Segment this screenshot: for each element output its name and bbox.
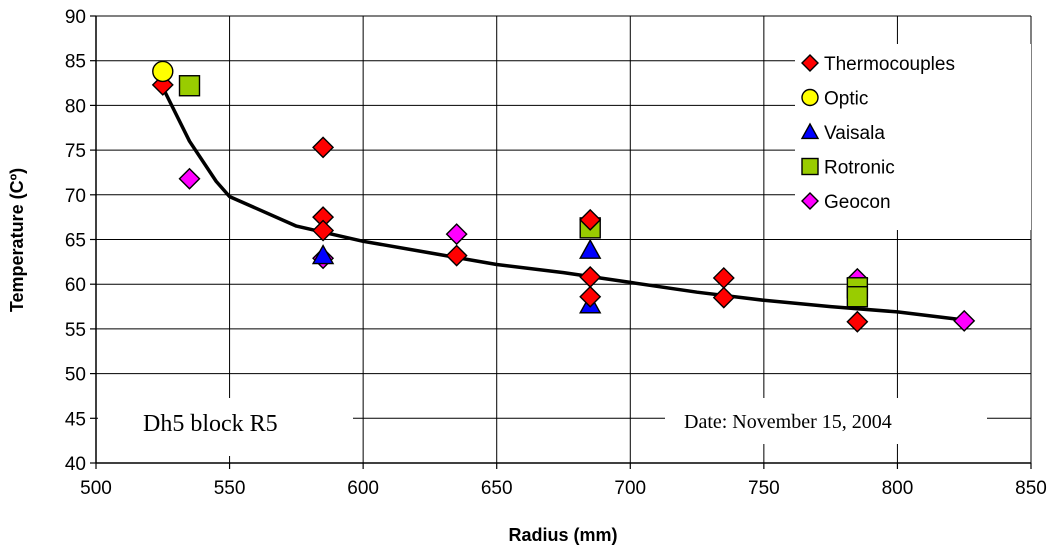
legend-marker-rotronic — [801, 157, 819, 176]
y-tick-label: 85 — [65, 52, 86, 73]
point-thermocouples-7 — [579, 285, 602, 308]
y-tick-label: 60 — [65, 275, 86, 296]
point-vaisala-0 — [311, 244, 335, 265]
legend-label-rotronic: Rotronic — [824, 158, 895, 179]
y-tick-label: 45 — [65, 409, 86, 430]
y-tick-label: 65 — [65, 231, 86, 252]
point-optic-0 — [152, 60, 174, 83]
legend-label-optic: Optic — [824, 89, 868, 110]
point-rotronic-0 — [178, 75, 201, 97]
x-axis-title: Radius (mm) — [508, 525, 617, 545]
point-geocon-2 — [445, 223, 468, 246]
point-thermocouples-1 — [312, 136, 335, 159]
legend-label-geocon: Geocon — [824, 192, 891, 213]
y-tick-label: 80 — [65, 96, 86, 117]
axes — [90, 15, 1032, 469]
y-tick-label: 50 — [65, 365, 86, 386]
legend: Thermocouples Optic Vaisala Rotronic Geocon — [800, 54, 955, 213]
point-rotronic-3 — [846, 286, 869, 308]
annotation-box-right — [665, 398, 987, 444]
x-tick-label: 650 — [481, 478, 513, 499]
point-thermocouples-5 — [579, 208, 602, 231]
point-geocon-4 — [953, 309, 976, 332]
legend-marker-vaisala — [800, 122, 820, 140]
y-tick-label: 55 — [65, 320, 86, 341]
x-tick-label: 600 — [347, 478, 379, 499]
point-thermocouples-10 — [846, 310, 869, 333]
x-tick-label: 800 — [882, 478, 914, 499]
y-tick-label: 40 — [65, 454, 86, 475]
legend-label-vaisala: Vaisala — [824, 123, 885, 144]
point-thermocouples-4 — [445, 244, 468, 267]
point-thermocouples-9 — [712, 286, 735, 309]
x-tick-label: 550 — [214, 478, 246, 499]
point-geocon-0 — [178, 167, 201, 190]
legend-marker-thermocouples — [801, 54, 819, 72]
x-tick-label: 700 — [614, 478, 646, 499]
annotation-date: Date: November 15, 2004 — [684, 411, 892, 433]
legend-marker-optic — [801, 88, 819, 107]
tick-labels: 40 45 50 55 60 65 70 75 80 85 90 500 550 600 650 700 750… — [65, 7, 1047, 499]
x-tick-label: 850 — [1015, 478, 1047, 499]
legend-label-thermocouples: Thermocouples — [824, 54, 955, 75]
annotation-box-left — [98, 398, 353, 456]
annotation-block-label: Dh5 block R5 — [143, 411, 278, 437]
trend-line-path — [161, 86, 965, 322]
legend-marker-geocon — [801, 192, 819, 210]
x-tick-label: 500 — [80, 478, 112, 499]
legend-box — [795, 44, 1031, 230]
y-tick-label: 90 — [65, 7, 86, 28]
y-tick-label: 75 — [65, 141, 86, 162]
y-tick-label: 70 — [65, 186, 86, 207]
point-thermocouples-3 — [312, 219, 335, 242]
point-vaisala-1 — [579, 238, 602, 259]
x-tick-label: 750 — [748, 478, 780, 499]
y-axis-title: Temperature (Cº) — [7, 168, 27, 312]
trend-line — [161, 86, 965, 322]
data-points — [151, 60, 976, 333]
